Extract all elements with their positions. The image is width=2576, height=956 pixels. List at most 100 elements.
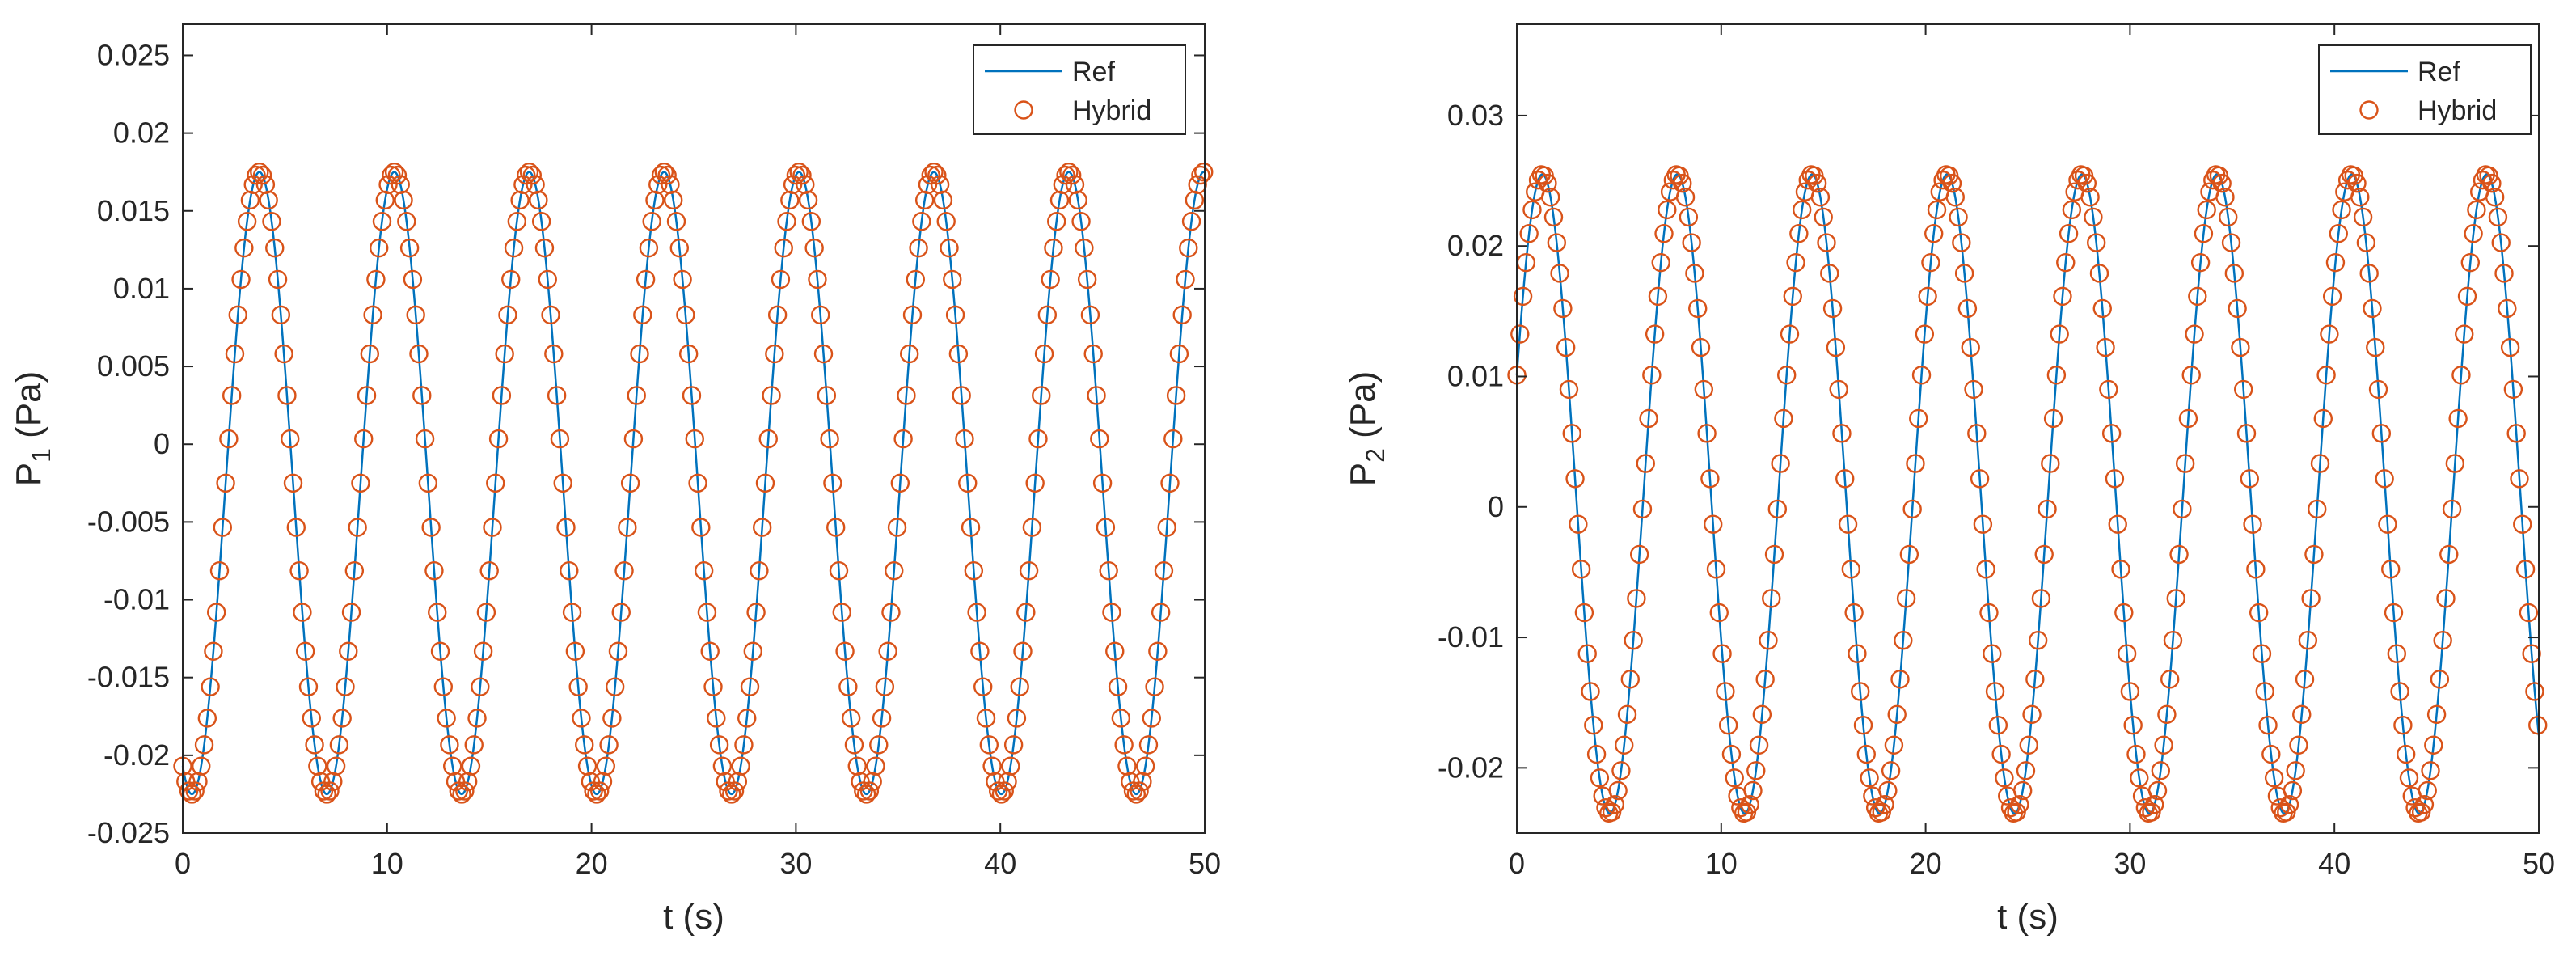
hybrid-marker bbox=[2062, 200, 2082, 220]
hybrid-marker bbox=[1991, 744, 2011, 764]
y-axis-title: P1 (Pa) bbox=[9, 371, 56, 487]
hybrid-marker bbox=[2089, 264, 2109, 283]
hybrid-marker bbox=[295, 641, 315, 661]
hybrid-marker bbox=[608, 641, 628, 661]
hybrid-marker bbox=[415, 429, 435, 449]
hybrid-marker bbox=[676, 305, 695, 325]
hybrid-marker bbox=[1166, 386, 1186, 405]
hybrid-marker bbox=[1090, 429, 1109, 449]
hybrid-marker bbox=[1571, 560, 1591, 579]
hybrid-marker bbox=[412, 386, 432, 405]
hybrid-marker bbox=[2169, 544, 2189, 565]
hybrid-marker bbox=[1856, 744, 1876, 764]
hybrid-marker bbox=[1721, 744, 1742, 764]
hybrid-marker bbox=[1025, 473, 1045, 493]
hybrid-marker bbox=[553, 473, 572, 493]
y-tick-label: 0.01 bbox=[113, 272, 170, 305]
hybrid-marker bbox=[2286, 761, 2305, 780]
hybrid-marker bbox=[568, 677, 588, 696]
hybrid-marker bbox=[341, 603, 361, 622]
hybrid-marker bbox=[252, 165, 272, 185]
hybrid-marker bbox=[394, 190, 413, 210]
hybrid-marker bbox=[688, 473, 707, 493]
hybrid-marker bbox=[1071, 212, 1091, 231]
hybrid-marker bbox=[538, 269, 557, 290]
hybrid-marker bbox=[774, 238, 793, 258]
hybrid-marker bbox=[1034, 344, 1054, 364]
hybrid-marker bbox=[2130, 768, 2149, 788]
hybrid-marker bbox=[673, 269, 692, 290]
hybrid-marker bbox=[2442, 499, 2462, 519]
hybrid-marker bbox=[1615, 735, 1634, 755]
axes-box bbox=[1516, 23, 2540, 834]
y-axis-title-unit: (Pa) bbox=[1343, 371, 1383, 448]
data-layer bbox=[173, 162, 1214, 804]
legend: Ref Hybrid bbox=[973, 44, 1186, 135]
hybrid-marker bbox=[369, 238, 389, 258]
hybrid-marker bbox=[832, 603, 851, 622]
hybrid-marker bbox=[2194, 224, 2214, 243]
hybrid-marker bbox=[798, 190, 818, 210]
hybrid-marker bbox=[2258, 715, 2278, 735]
hybrid-marker bbox=[1924, 224, 1944, 243]
hybrid-marker bbox=[519, 162, 539, 182]
hybrid-marker bbox=[633, 305, 652, 325]
plot-area bbox=[1517, 24, 2539, 833]
hybrid-marker bbox=[623, 429, 644, 449]
x-tick-label: 50 bbox=[1189, 847, 1221, 880]
hybrid-marker bbox=[1826, 337, 1846, 357]
hybrid-marker bbox=[887, 518, 907, 537]
hybrid-marker bbox=[750, 560, 769, 581]
hybrid-marker bbox=[1151, 603, 1171, 622]
x-tick-label: 50 bbox=[2523, 847, 2555, 880]
hybrid-marker bbox=[2359, 264, 2379, 283]
hybrid-marker bbox=[2252, 644, 2272, 663]
y-tick-label: 0.015 bbox=[97, 194, 170, 227]
hybrid-marker bbox=[893, 429, 913, 449]
hybrid-marker bbox=[360, 344, 380, 364]
hybrid-marker bbox=[2016, 761, 2036, 780]
hybrid-marker bbox=[351, 473, 370, 493]
hybrid-marker bbox=[1574, 603, 1594, 623]
hybrid-marker bbox=[1114, 735, 1134, 755]
hybrid-marker bbox=[222, 386, 242, 405]
hybrid-marker bbox=[1510, 324, 1530, 344]
hybrid-marker bbox=[899, 344, 919, 364]
hybrid-marker bbox=[332, 709, 352, 728]
hybrid-marker bbox=[1718, 715, 1738, 735]
hybrid-marker bbox=[2308, 499, 2327, 519]
hybrid-marker bbox=[2233, 379, 2253, 400]
hybrid-marker bbox=[869, 735, 889, 755]
hybrid-marker bbox=[952, 386, 971, 405]
hybrid-marker bbox=[1927, 200, 1947, 220]
hybrid-marker bbox=[2096, 337, 2115, 357]
hybrid-marker bbox=[2283, 780, 2303, 801]
hybrid-marker bbox=[326, 756, 346, 776]
hybrid-marker bbox=[289, 560, 309, 581]
hybrid-marker bbox=[486, 473, 505, 493]
hybrid-marker bbox=[1083, 344, 1103, 364]
hybrid-marker bbox=[1037, 305, 1058, 325]
legend-label-ref: Ref bbox=[1072, 57, 1115, 87]
hybrid-marker bbox=[1019, 560, 1039, 581]
hybrid-marker bbox=[2224, 264, 2244, 283]
hybrid-marker bbox=[789, 162, 809, 182]
hybrid-marker bbox=[1608, 780, 1628, 801]
hybrid-marker bbox=[461, 756, 481, 776]
hybrid-marker bbox=[1844, 603, 1864, 623]
hybrid-marker bbox=[492, 386, 512, 405]
hybrid-marker bbox=[2366, 337, 2385, 357]
hybrid-marker bbox=[455, 781, 475, 801]
hybrid-marker bbox=[2451, 366, 2471, 385]
hybrid-marker bbox=[1145, 677, 1164, 696]
hybrid-marker bbox=[771, 269, 791, 290]
hybrid-marker bbox=[1028, 429, 1048, 449]
hybrid-marker bbox=[2099, 379, 2118, 400]
hybrid-marker bbox=[1902, 499, 1922, 519]
hybrid-marker bbox=[1181, 212, 1201, 231]
hybrid-marker bbox=[602, 709, 622, 728]
hybrid-marker bbox=[1658, 200, 1677, 220]
y-tick-label: -0.01 bbox=[103, 583, 170, 616]
hybrid-marker bbox=[1047, 212, 1066, 231]
y-tick-label: 0 bbox=[154, 427, 170, 460]
